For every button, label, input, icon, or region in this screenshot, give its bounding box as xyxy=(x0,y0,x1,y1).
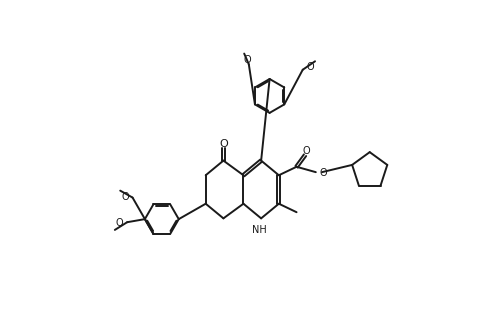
Text: O: O xyxy=(116,218,123,228)
Text: O: O xyxy=(243,55,251,65)
Text: O: O xyxy=(303,146,310,156)
Text: O: O xyxy=(306,63,314,72)
Text: O: O xyxy=(219,139,228,149)
Text: O: O xyxy=(121,192,129,202)
Text: NH: NH xyxy=(252,225,267,235)
Text: O: O xyxy=(319,168,327,178)
